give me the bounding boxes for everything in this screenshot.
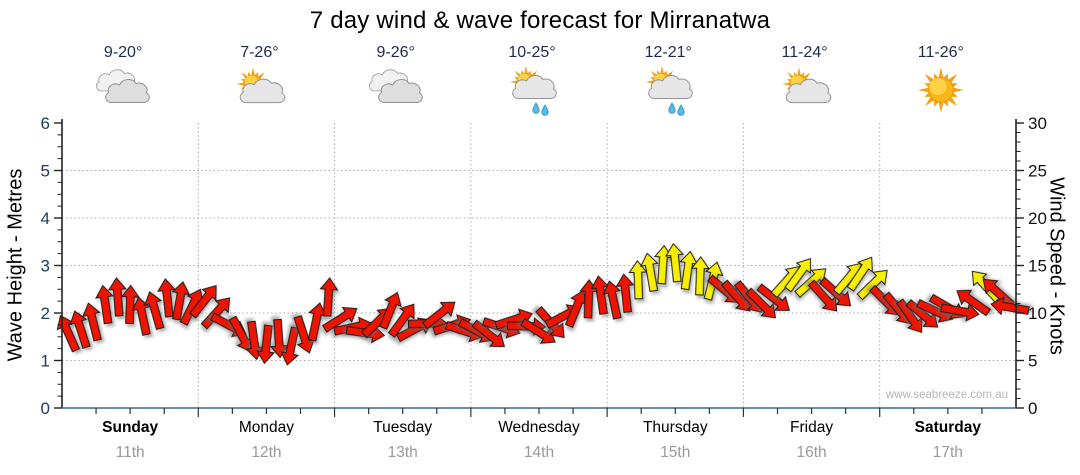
wind-arrow [387, 303, 415, 338]
right-axis-tick-label: 30 [1028, 114, 1047, 133]
forecast-day-header: 7-26° [225, 44, 293, 117]
right-axis-tick-label: 10 [1028, 304, 1047, 323]
wind-arrow [665, 242, 685, 283]
forecast-day-header: 11-26° [907, 44, 975, 117]
temp-range: 7-26° [240, 44, 279, 61]
day-label: Monday 12th [206, 419, 326, 462]
wind-arrow [421, 301, 456, 330]
wind-arrow [745, 287, 777, 319]
wind-arrow [846, 256, 873, 292]
right-axis-tick-label: 20 [1028, 209, 1047, 228]
wind-arrow [189, 284, 217, 319]
day-name: Monday [238, 419, 294, 436]
wind-arrow [690, 256, 710, 296]
day-name: Friday [790, 419, 834, 436]
day-date: 13th [387, 444, 418, 461]
day-label: Saturday 17th [888, 419, 1008, 462]
day-date: 15th [660, 444, 691, 461]
wind-arrow [82, 302, 102, 342]
temp-range: 11-24° [781, 44, 828, 61]
wind-arrow [956, 289, 992, 317]
day-name: Tuesday [373, 419, 433, 436]
temp-range: 9-26° [376, 44, 415, 61]
day-name: Wednesday [498, 419, 580, 436]
wind-arrow [615, 273, 635, 313]
temp-range: 10-25° [508, 44, 556, 61]
sun-cloud-icon [775, 65, 835, 117]
day-date: 14th [523, 444, 555, 461]
day-label: Thursday 15th [615, 419, 735, 462]
wind-arrow [628, 259, 648, 300]
day-name: Saturday [914, 419, 982, 436]
left-axis-tick-label: 4 [41, 209, 50, 228]
day-label: Tuesday 13th [343, 419, 463, 462]
left-axis-tick-label: 1 [41, 352, 50, 371]
sunny-icon [911, 65, 971, 117]
wind-arrow [784, 258, 811, 293]
forecast-day-header: 9-20° [89, 44, 157, 117]
temp-range: 9-20° [103, 44, 143, 61]
temp-range: 11-26° [917, 44, 964, 61]
wind-arrow [280, 326, 300, 366]
wind-arrow [471, 319, 506, 348]
wind-arrow [520, 318, 556, 344]
day-date: 17th [932, 444, 963, 461]
chart-title: 7 day wind & wave forecast for Mirranatw… [309, 7, 771, 34]
wind-arrow [756, 283, 791, 312]
wind-arrow [856, 269, 888, 301]
temp-range: 12-21° [644, 44, 692, 61]
wind-arrow [321, 306, 358, 333]
wind-arrow [256, 324, 276, 365]
wind-arrow [379, 291, 402, 330]
watermark: www.seabreeze.com.au [885, 389, 1008, 401]
wind-arrow [940, 302, 980, 322]
sun-cloud-rain-icon [502, 65, 562, 117]
sun-cloud-icon [229, 65, 289, 117]
right-axis-tick-label: 25 [1028, 162, 1047, 181]
wind-arrow [639, 252, 659, 293]
right-axis-tick-label: 0 [1028, 399, 1037, 418]
day-name: Thursday [642, 419, 708, 436]
day-date: 11th [115, 444, 145, 461]
day-date: 16th [796, 444, 827, 461]
wind-arrow [157, 278, 177, 318]
left-axis-tick-label: 0 [41, 399, 50, 418]
left-axis-tick-label: 5 [41, 162, 50, 181]
wind-arrow [171, 281, 191, 321]
wind-arrow [319, 277, 339, 317]
day-date: 12th [251, 444, 282, 461]
wind-arrow [95, 284, 114, 325]
wind-arrow [131, 296, 151, 336]
wind-arrow [602, 280, 622, 320]
day-label: Sunday 11th [70, 419, 190, 462]
wind-arrows [56, 242, 1030, 366]
axes: 0 1 2 3 4 5 6 0 5 10 15 20 25 30 [41, 114, 1047, 418]
gridlines [62, 123, 1016, 408]
forecast-day-header: 11-24° [771, 44, 839, 117]
day-label: Friday 16th [752, 419, 872, 462]
wind-arrow [107, 277, 127, 317]
wind-arrow [69, 310, 91, 349]
left-axis-tick-label: 3 [41, 257, 50, 276]
day-name: Sunday [102, 419, 159, 436]
forecast-day-header: 9-26° [362, 44, 430, 117]
left-axis-tick-label: 2 [41, 304, 50, 323]
right-axis-tick-label: 5 [1028, 352, 1037, 371]
cloudy-icon [366, 65, 426, 117]
forecast-day-header: 10-25° [498, 44, 566, 117]
wind-arrow [990, 296, 1030, 316]
left-axis-tick-label: 6 [41, 114, 50, 133]
day-label: Wednesday 14th [479, 419, 599, 462]
sun-cloud-rain-icon [638, 65, 698, 117]
wind-arrow [143, 291, 165, 331]
cloudy-icon [93, 65, 153, 117]
forecast-day-header: 12-21° [634, 44, 702, 117]
right-axis-tick-label: 15 [1028, 257, 1047, 276]
